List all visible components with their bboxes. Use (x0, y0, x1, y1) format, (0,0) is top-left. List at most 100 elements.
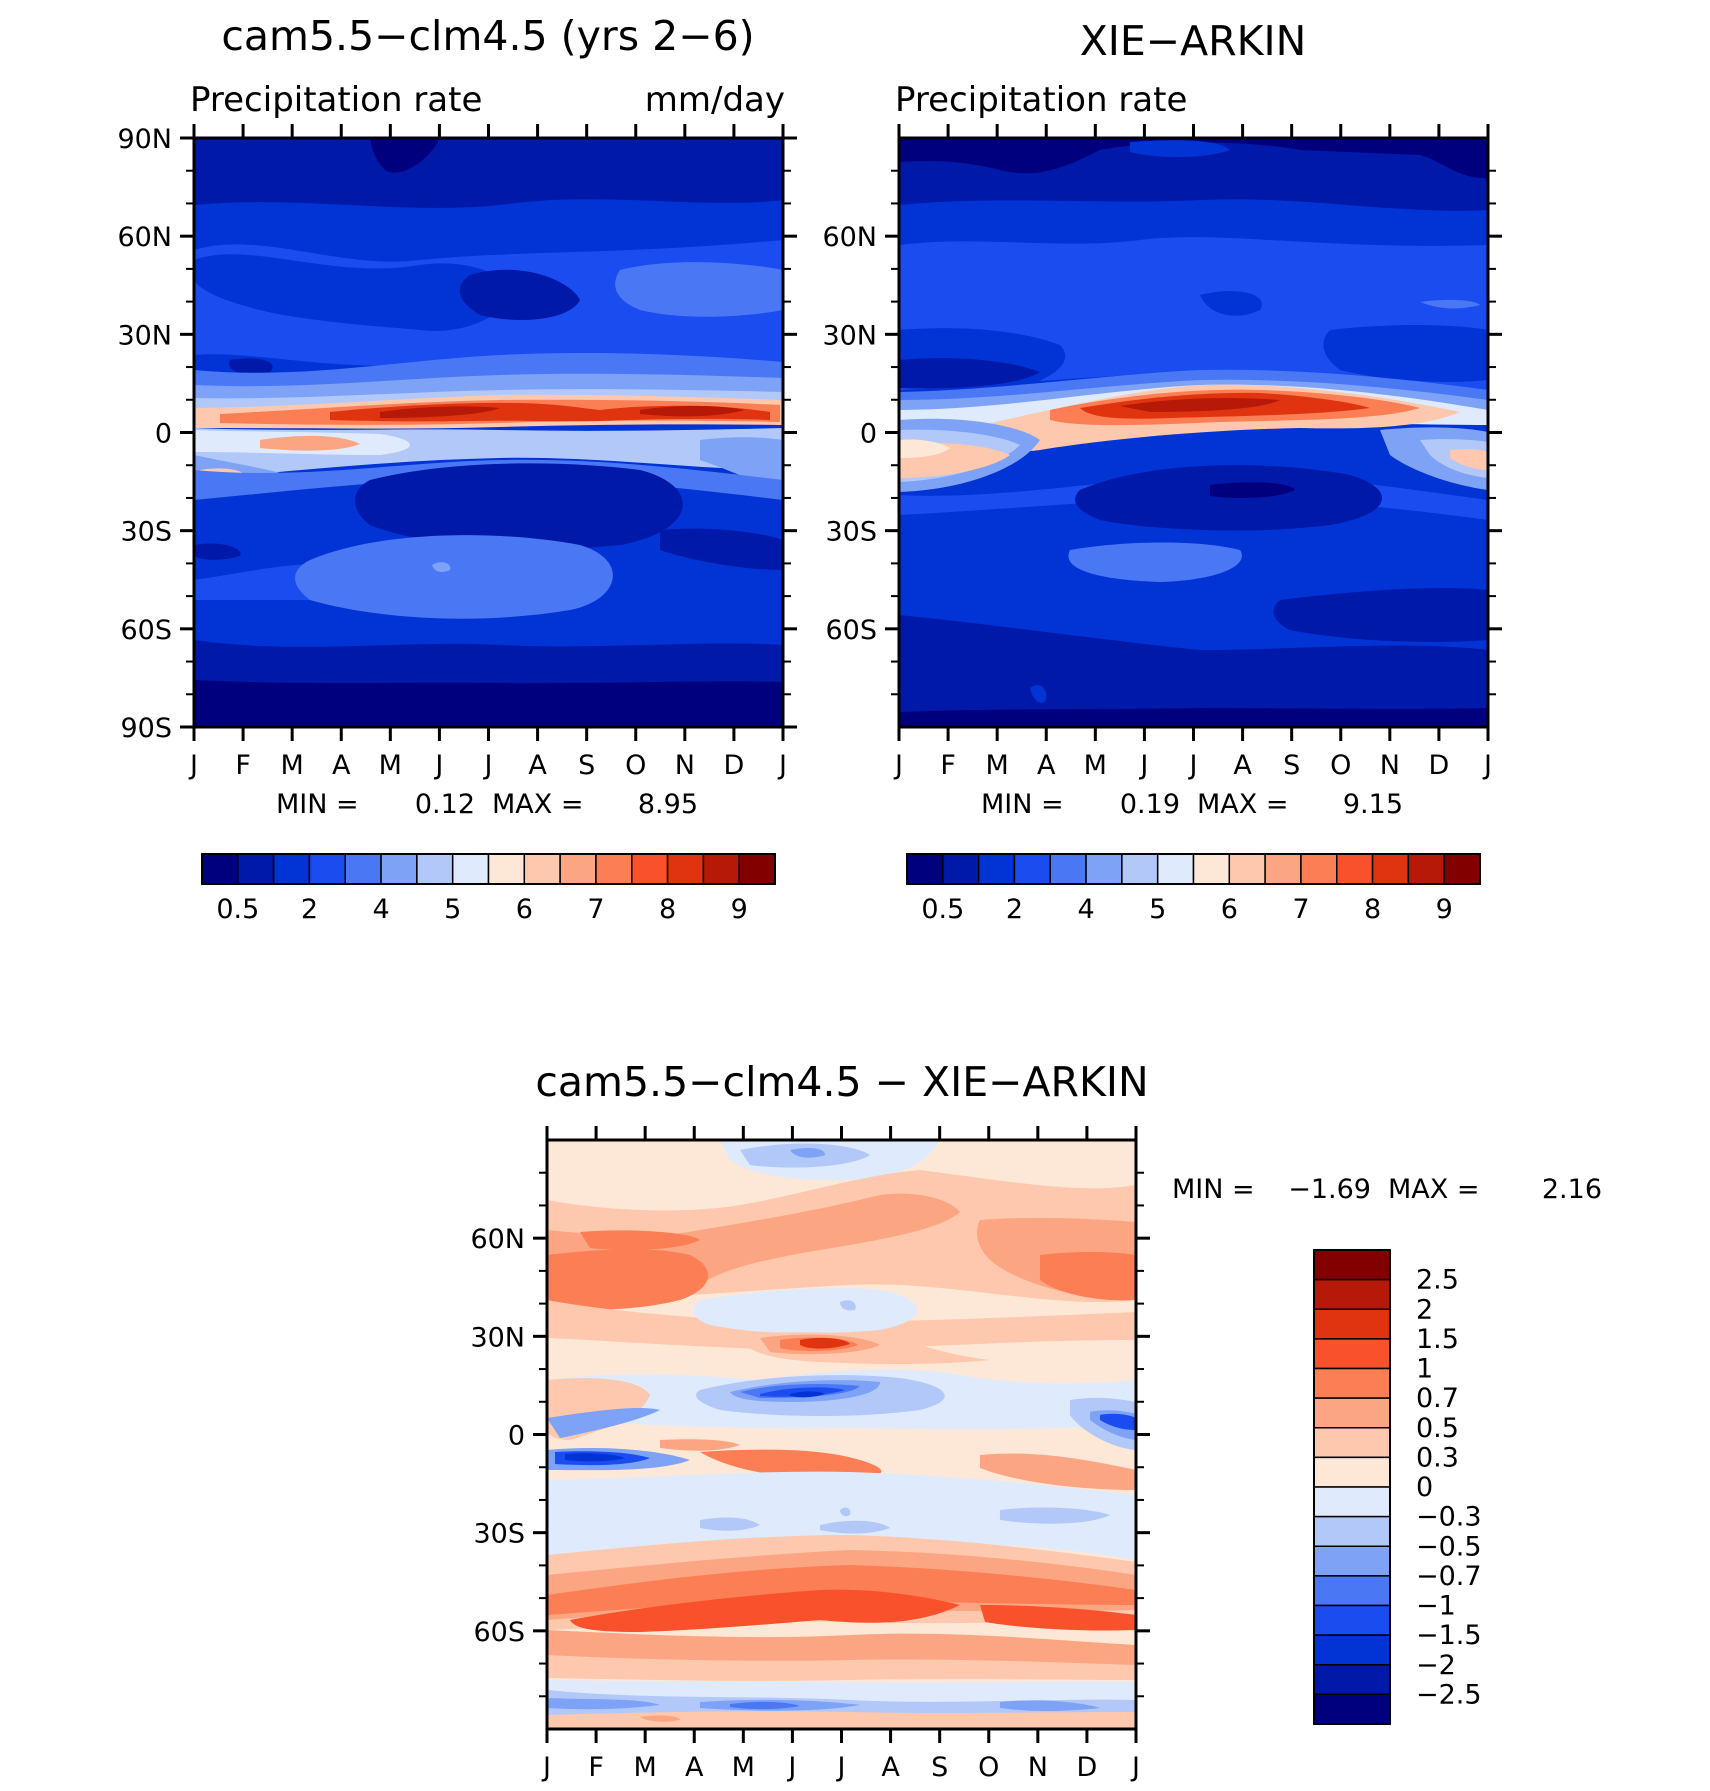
y-axis: 60N 30N 0 30S 60S (822, 169, 1502, 696)
max-label: MAX = (1197, 789, 1288, 820)
contour-band (295, 535, 613, 619)
contour-field (899, 138, 1488, 727)
x-tick-label: M (281, 750, 304, 781)
colorbar-swatch (977, 853, 1016, 885)
contour-band (194, 543, 241, 560)
x-tick-label: J (1130, 1752, 1140, 1783)
x-tick-label: J (893, 750, 903, 781)
colorbar-swatch (451, 853, 490, 885)
colorbar-swatch (906, 853, 944, 885)
contour-band (1450, 449, 1488, 470)
colorbar-label: −1.5 (1416, 1620, 1482, 1651)
x-tick-label: J (541, 1752, 551, 1783)
colorbar-label: −0.5 (1416, 1531, 1482, 1562)
colorbar-swatch (1313, 1456, 1391, 1488)
contour-band (194, 254, 520, 331)
min-value: −1.69 (1288, 1174, 1371, 1205)
colorbar-label: 2.5 (1416, 1265, 1459, 1296)
y-axis: 90N 60N 30N 0 30S 60S 90S (117, 124, 797, 744)
x-tick-label: M (732, 1752, 755, 1783)
colorbar-label: 5 (444, 894, 461, 925)
colorbar-swatch (1336, 853, 1374, 885)
x-tick-label: J (836, 1752, 846, 1783)
colorbar-label: 7 (587, 894, 604, 925)
x-tick-label: M (379, 750, 402, 781)
y-tick-label: 30N (117, 320, 172, 351)
y-axis: 60N 30N 0 30S 60S (470, 1171, 1150, 1698)
colorbar-swatch (738, 853, 776, 885)
x-tick-label: J (786, 1752, 796, 1783)
min-max-readout: MIN = −1.69 MAX = 2.16 (1172, 1174, 1602, 1205)
contour-band (1210, 482, 1295, 498)
y-tick-label: 0 (508, 1421, 525, 1452)
x-tick-label: S (1283, 750, 1300, 781)
contour-band (730, 1701, 800, 1710)
y-tick-label: 60S (474, 1617, 526, 1648)
colorbar-label: −1 (1416, 1591, 1456, 1622)
colorbar-swatch (1313, 1575, 1391, 1607)
colorbar-label: 9 (731, 894, 748, 925)
colorbar-swatch (1313, 1604, 1391, 1636)
contour-band (980, 1605, 1136, 1631)
x-tick-label: A (332, 750, 351, 781)
x-tick-label: J (433, 750, 443, 781)
y-tick-label: 90S (121, 713, 173, 744)
max-value: 8.95 (638, 789, 698, 820)
colorbar-label: 0.3 (1416, 1442, 1459, 1473)
contour-band (800, 1337, 850, 1349)
contour-band (432, 562, 451, 573)
colorbar-swatch (1156, 853, 1195, 885)
colorbar-swatch (1313, 1338, 1391, 1370)
contour-band (1200, 290, 1262, 316)
colorbar-label: 4 (1077, 894, 1094, 925)
colorbar-label: 7 (1292, 894, 1309, 925)
x-tick-label: J (483, 750, 493, 781)
colorbar-label: 0.7 (1416, 1383, 1459, 1414)
x-tick-label: O (1330, 750, 1351, 781)
contour-band (660, 1439, 740, 1451)
contour-band (840, 1507, 851, 1517)
min-label: MIN = (276, 789, 359, 820)
colorbar-label: 2 (1416, 1294, 1433, 1325)
x-tick-label: M (986, 750, 1009, 781)
x-tick-label: N (1028, 1752, 1048, 1783)
contour-band (1030, 685, 1047, 703)
colorbar-swatch (201, 853, 239, 885)
contour-band (194, 680, 783, 727)
panel-observation: XIE−ARKIN Precipitation rate (822, 17, 1502, 925)
colorbar: 2.521.510.70.50.30−0.3−0.5−0.7−1−1.5−2−2… (1313, 1249, 1482, 1725)
y-tick-label: 90N (117, 124, 172, 155)
colorbar-label: 1 (1416, 1354, 1433, 1385)
contour-band (615, 262, 783, 317)
x-tick-label: S (578, 750, 595, 781)
colorbar-swatch (380, 853, 418, 885)
colorbar-swatch (631, 853, 669, 885)
colorbar-swatch (1313, 1278, 1391, 1310)
contour-band (547, 1471, 1136, 1560)
colorbar-swatch (559, 853, 597, 885)
contour-band (980, 1453, 1136, 1490)
colorbar-label: 6 (516, 894, 533, 925)
contour-band (1040, 1251, 1136, 1301)
y-tick-label: 30N (822, 320, 877, 351)
colorbar-swatch (1313, 1308, 1391, 1340)
colorbar-swatch (1300, 853, 1338, 885)
x-tick-label: M (1084, 750, 1107, 781)
panel-left-subtitle: Precipitation rate (190, 80, 482, 120)
colorbar-swatch (1313, 1515, 1391, 1547)
panel-title: cam5.5−clm4.5 − XIE−ARKIN (535, 1058, 1148, 1106)
contour-band (1120, 398, 1280, 412)
colorbar-swatch (1313, 1664, 1391, 1696)
contour-band (840, 1300, 856, 1311)
colorbar-label: 6 (1221, 894, 1238, 925)
colorbar: 0.5 2 4 5 6 7 8 9 (201, 853, 776, 925)
x-tick-label: J (188, 750, 198, 781)
contour-band (580, 1230, 700, 1250)
min-max-readout: MIN = 0.12 MAX = 8.95 (276, 789, 698, 820)
x-tick-label: D (1077, 1752, 1098, 1783)
contour-band (899, 138, 1488, 179)
min-value: 0.12 (415, 789, 475, 820)
contour-band (1273, 588, 1488, 642)
